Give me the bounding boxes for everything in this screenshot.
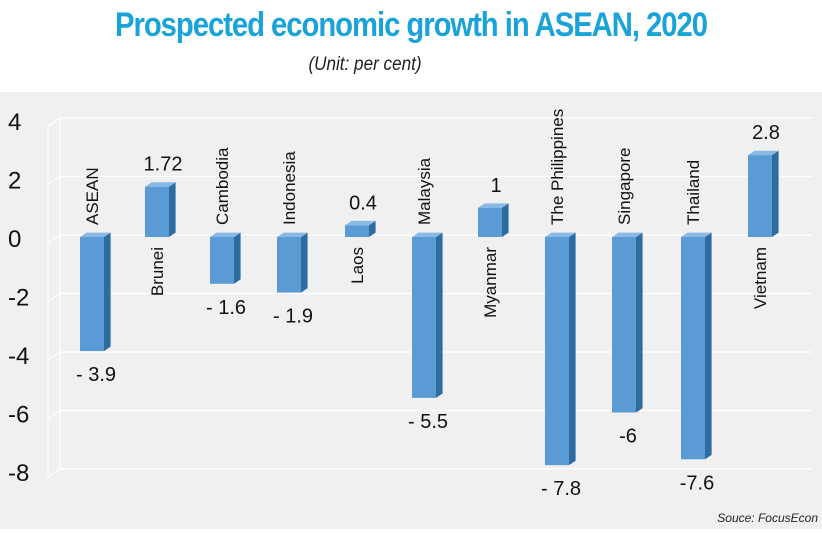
y-tick-label: -6 (8, 402, 29, 429)
y-tick-label: 2 (8, 168, 21, 195)
bar-asean (80, 232, 111, 352)
bar-brunei (145, 182, 176, 237)
category-label: Cambodia (213, 147, 232, 225)
bar-cambodia (210, 232, 241, 284)
category-label: Brunei (148, 247, 167, 296)
source-note: Souce: FocusEcon (717, 511, 818, 525)
value-label: - 7.8 (541, 478, 581, 500)
bar-laos (345, 220, 376, 237)
value-label: 1.72 (144, 154, 183, 176)
y-tick-label: -4 (8, 343, 29, 370)
value-label: - 1.9 (273, 306, 313, 328)
category-label: Vietnam (751, 247, 770, 309)
value-label: 0.4 (349, 192, 377, 214)
value-label: -7.6 (680, 472, 714, 494)
bar-thailand (681, 232, 712, 460)
value-label: - 5.5 (408, 411, 448, 433)
chart-title: Prospected economic growth in ASEAN, 202… (115, 6, 708, 44)
bar-vietnam (748, 150, 779, 237)
y-tick-label: -2 (8, 285, 29, 312)
category-label: ASEAN (83, 167, 102, 225)
category-label: The Philippines (548, 109, 567, 225)
value-label: 2.8 (752, 122, 780, 144)
y-tick-label: -8 (8, 460, 29, 487)
plot-panel: 4 2 0 -2 -4 -6 -8 - 3.9 ASEAN 1.72 Brunei - 1.6 Camb… (0, 92, 822, 529)
value-label: - 3.9 (76, 364, 116, 386)
category-label: Singapore (615, 147, 634, 225)
bar-malaysia (412, 232, 443, 398)
bar-indonesia (277, 232, 308, 293)
value-label: 1 (490, 175, 501, 197)
value-label: - 1.6 (206, 297, 246, 319)
value-label: -6 (619, 426, 637, 448)
category-label: Myanmar (481, 247, 500, 318)
bar-the-philippines (545, 232, 576, 466)
bar-singapore (612, 232, 643, 413)
chart-subtitle: (Unit: per cent) (308, 54, 422, 75)
y-tick-label: 0 (8, 226, 21, 253)
bar-chart: 4 2 0 -2 -4 -6 -8 - 3.9 ASEAN 1.72 Brunei - 1.6 Camb… (8, 109, 812, 500)
category-label: Thailand (684, 160, 703, 225)
bar-myanmar (478, 203, 509, 237)
category-label: Indonesia (280, 151, 299, 225)
category-label: Laos (348, 247, 367, 284)
category-label: Malaysia (415, 157, 434, 225)
y-tick-label: 4 (8, 109, 21, 136)
